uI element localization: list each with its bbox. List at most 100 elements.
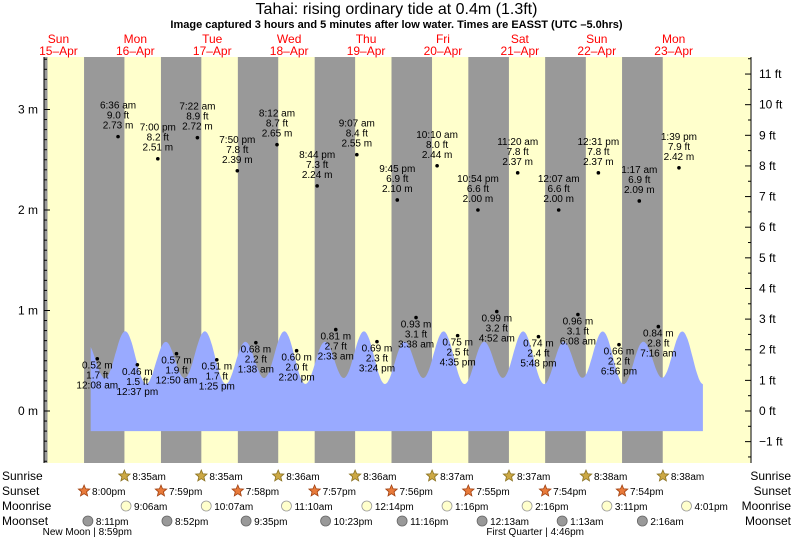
tide-point [515, 171, 520, 175]
sunrise-time: 8:37am [517, 472, 550, 483]
day-date: 21–Apr [500, 44, 539, 58]
moonset-time: 9:35pm [254, 517, 287, 528]
moonset-icon [636, 515, 648, 527]
tide-point [476, 208, 480, 212]
right-axis-label: 9 ft [759, 128, 776, 142]
tide-label: 0.51 m [201, 362, 232, 373]
moonset-time: 10:23pm [334, 517, 373, 528]
tide-label: 1.7 ft [206, 372, 228, 383]
tide-label: 0.57 m [161, 356, 192, 367]
chart-subtitle: Image captured 3 hours and 5 minutes aft… [170, 19, 623, 31]
tide-label: 2.4 ft [527, 349, 549, 360]
tide-point [677, 165, 681, 170]
sunset-icon [538, 483, 552, 497]
moonset-icon [161, 515, 173, 527]
day-name: Sun [48, 32, 69, 46]
tide-point [294, 348, 299, 353]
right-axis-label: 0 ft [759, 404, 776, 418]
moonrise-time: 2:16pm [535, 502, 568, 513]
day-date: 19–Apr [347, 44, 386, 58]
tide-point [536, 334, 541, 339]
day-name: Tue [202, 32, 223, 46]
sunset-time: 7:57pm [323, 487, 356, 498]
day-name: Sun [586, 32, 607, 46]
sunrise-time: 8:36am [286, 472, 319, 483]
right-axis-label: 2 ft [759, 343, 776, 357]
tide-label: 2.2 ft [245, 355, 267, 366]
tide-point [556, 208, 561, 212]
moonset-icon [240, 515, 252, 527]
sunset-time: 7:56pm [400, 487, 433, 498]
tide-point [455, 333, 460, 338]
right-axis-label: −1 ft [759, 435, 783, 449]
tide-point [395, 198, 400, 202]
tide-point [315, 184, 319, 188]
tide-point [617, 342, 621, 347]
right-axis-label: 1 ft [759, 373, 776, 387]
tide-point [135, 362, 140, 367]
moonset-icon [476, 515, 488, 527]
tide-point [254, 340, 258, 345]
sunset-time: 7:59pm [169, 487, 202, 498]
tide-point [435, 163, 439, 168]
tide-label: 9:07 am [339, 119, 375, 130]
right-axis-label: 10 ft [759, 98, 783, 112]
moonrise-time: 11:10am [294, 502, 332, 513]
tide-point [95, 356, 100, 361]
moonrise-time: 1:16pm [455, 502, 488, 513]
tide-label: 6.9 ft [628, 175, 650, 186]
sunrise-time: 8:36am [363, 472, 396, 483]
day-date: 16–Apr [116, 44, 155, 58]
legend-row-label-left: Sunset [2, 484, 40, 498]
tide-label: 0.52 m [82, 361, 113, 372]
tide-label: 0.60 m [281, 353, 312, 364]
legend-row-label-right: Sunrise [750, 469, 791, 483]
moonrise-icon [281, 500, 292, 512]
right-axis-label: 11 ft [759, 67, 782, 81]
tide-label: 1.5 ft [126, 377, 148, 388]
tide-label: 2.37 m [583, 157, 614, 168]
tide-label: 3.1 ft [567, 327, 589, 338]
day-name: Fri [436, 32, 450, 46]
tide-point [214, 357, 219, 362]
tide-label: 1:17 am [621, 165, 657, 176]
right-axis-label: 3 ft [759, 312, 776, 326]
legend-row-label-left: Moonset [2, 514, 49, 528]
tide-point [355, 152, 359, 157]
sunset-icon [154, 483, 168, 497]
tide-point [375, 339, 379, 344]
tide-label: 7.9 ft [668, 142, 690, 153]
tide-label: 2.39 m [222, 155, 253, 166]
day-date: 17–Apr [193, 44, 232, 58]
sunset-icon [461, 483, 475, 497]
tide-label: 7:16 am [640, 349, 676, 360]
tide-label: 11:20 am [497, 137, 538, 148]
tide-label: 2.72 m [182, 122, 213, 133]
legend-row-label-right: Sunset [754, 484, 792, 498]
tide-label: 0.75 m [442, 338, 473, 349]
tide-label: 2.5 ft [447, 348, 469, 359]
left-axis-label: 3 m [18, 103, 38, 117]
sunset-time: 7:55pm [476, 487, 509, 498]
moonrise-time: 12:14pm [375, 502, 414, 513]
tide-label: 6.6 ft [467, 184, 489, 195]
moonset-time: 12:13am [490, 517, 529, 528]
tide-label: 0.84 m [643, 329, 674, 340]
moonset-icon [320, 515, 332, 527]
sunrise-icon [117, 468, 132, 482]
legend-row-label-left: Moonrise [2, 499, 52, 513]
tide-label: 2.44 m [422, 150, 453, 161]
tide-label: 2.10 m [382, 184, 413, 195]
left-axis-label: 2 m [18, 203, 38, 217]
tide-label: 4:52 am [479, 334, 515, 345]
moonrise-time: 4:01pm [694, 502, 727, 513]
tide-point [333, 327, 338, 332]
tide-label: 3.2 ft [486, 324, 508, 335]
tide-point [414, 315, 418, 320]
tide-point [656, 324, 661, 329]
tide-label: 8.7 ft [266, 119, 288, 130]
day-date: 20–Apr [424, 44, 463, 58]
moon-phase-label: New Moon | 8:59pm [43, 527, 132, 538]
tide-label: 3:24 pm [359, 364, 395, 375]
tide-label: 6:36 am [100, 101, 136, 112]
